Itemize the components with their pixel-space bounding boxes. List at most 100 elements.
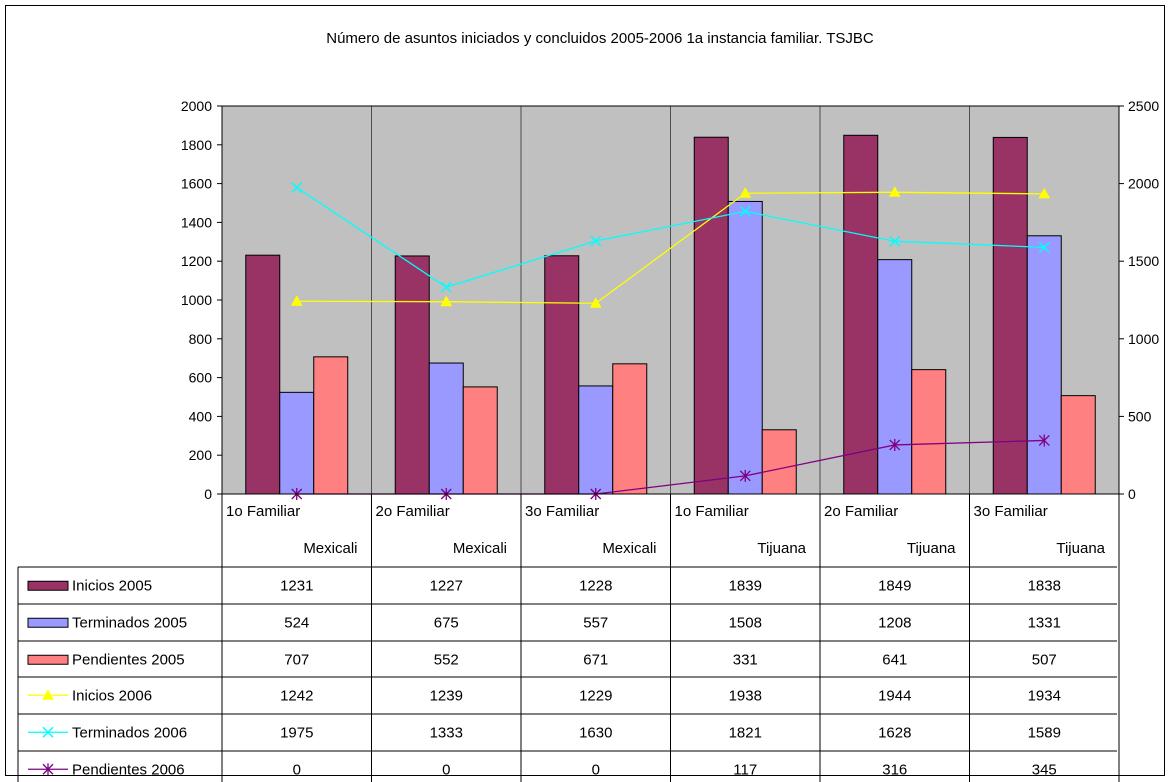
chart-title: Número de asuntos iniciados y concluidos… (326, 30, 874, 47)
right-tick-label: 2500 (1128, 98, 1159, 114)
bar (693, 136, 729, 495)
bar (911, 369, 947, 495)
legend-label: Inicios 2006 (72, 687, 152, 704)
right-tick-label: 1500 (1128, 253, 1159, 269)
bar (279, 391, 315, 495)
line-point (1038, 187, 1051, 199)
bar (1026, 235, 1062, 495)
legend-label: Inicios 2005 (72, 577, 152, 594)
line-point (589, 297, 602, 308)
left-tick-label: 2000 (181, 98, 212, 114)
right-tick-label: 2000 (1128, 176, 1159, 192)
table-cell: 1934 (1028, 687, 1061, 704)
category-label: 3o Familiar (974, 503, 1048, 520)
legend-label: Pendientes 2006 (72, 761, 185, 778)
legend-key (27, 654, 69, 665)
left-tick-label: 400 (189, 408, 213, 424)
category-label: Mexicali (303, 540, 357, 557)
left-tick-label: 1200 (181, 253, 212, 269)
left-tick-label: 0 (204, 486, 212, 502)
line-point (1038, 241, 1050, 253)
table-cell: 0 (442, 761, 450, 778)
category-label: Mexicali (453, 540, 507, 557)
line-point (440, 281, 452, 293)
right-tick-label: 500 (1128, 408, 1152, 424)
table-cell: 507 (1032, 651, 1057, 668)
bar (245, 254, 281, 495)
legend-label: Pendientes 2005 (72, 651, 185, 668)
bar (727, 200, 763, 495)
table-cell: 1231 (280, 577, 313, 594)
category-label: 1o Familiar (675, 503, 749, 520)
bar (428, 362, 464, 495)
table-cell: 345 (1032, 761, 1057, 778)
line-point (590, 235, 602, 247)
table-cell: 1839 (729, 577, 762, 594)
table-cell: 524 (284, 614, 309, 631)
legend-key (27, 617, 69, 628)
left-tick-label: 600 (189, 370, 213, 386)
table-cell: 117 (733, 761, 757, 778)
table-cell: 1208 (878, 614, 911, 631)
table-cell: 707 (284, 651, 309, 668)
table-cell: 1239 (430, 687, 463, 704)
line-point (1038, 434, 1050, 447)
bar (843, 134, 879, 495)
table-cell: 1630 (579, 724, 612, 741)
table-cell: 1228 (579, 577, 612, 594)
table-cell: 1975 (280, 724, 313, 741)
line-point (739, 469, 751, 482)
left-tick-label: 1800 (181, 137, 212, 153)
legend-key-marker (42, 726, 54, 738)
bar (313, 356, 349, 495)
table-cell: 552 (434, 651, 459, 668)
line-point (290, 295, 303, 306)
table-cell: 316 (882, 761, 907, 778)
line-point (291, 181, 303, 194)
line-point (889, 235, 901, 247)
table-cell: 1628 (878, 724, 911, 741)
table-cell: 1331 (1028, 614, 1061, 631)
table-cell: 1849 (878, 577, 911, 594)
series-line (296, 186, 1045, 288)
bar (578, 385, 614, 495)
bar (877, 259, 913, 495)
table-cell: 331 (733, 651, 758, 668)
series-line (296, 191, 1045, 304)
table-cell: 0 (293, 761, 301, 778)
left-tick-label: 800 (189, 331, 213, 347)
category-label: 3o Familiar (525, 503, 599, 520)
table-cell: 0 (592, 761, 600, 778)
legend-key-marker (42, 763, 54, 776)
line-point (440, 295, 453, 307)
legend-key (27, 580, 69, 591)
line-point (888, 186, 901, 197)
category-label: 2o Familiar (376, 503, 450, 520)
table-cell: 1333 (430, 724, 463, 741)
table-cell: 1508 (729, 614, 762, 631)
table-cell: 675 (434, 614, 459, 631)
table-cell: 1838 (1028, 577, 1061, 594)
table-cell: 1944 (878, 687, 911, 704)
table-cell: 1938 (729, 687, 762, 704)
table-cell: 1227 (430, 577, 463, 594)
line-point (889, 438, 901, 451)
left-tick-label: 1400 (181, 214, 212, 230)
bar (1060, 395, 1096, 495)
bar (394, 255, 430, 495)
bar (761, 429, 797, 495)
legend-key-marker (42, 689, 54, 700)
line-point (739, 205, 751, 217)
table-cell: 557 (583, 614, 608, 631)
left-tick-label: 200 (189, 447, 213, 463)
legend-label: Terminados 2005 (72, 614, 187, 631)
category-label: Mexicali (602, 540, 656, 557)
table-cell: 1589 (1028, 724, 1061, 741)
table-cell: 641 (882, 651, 907, 668)
left-tick-label: 1000 (181, 292, 212, 308)
category-label: Tijuana (907, 540, 956, 557)
category-label: 1o Familiar (226, 503, 300, 520)
table-cell: 1821 (729, 724, 762, 741)
category-label: 2o Familiar (824, 503, 898, 520)
line-point (739, 187, 752, 198)
